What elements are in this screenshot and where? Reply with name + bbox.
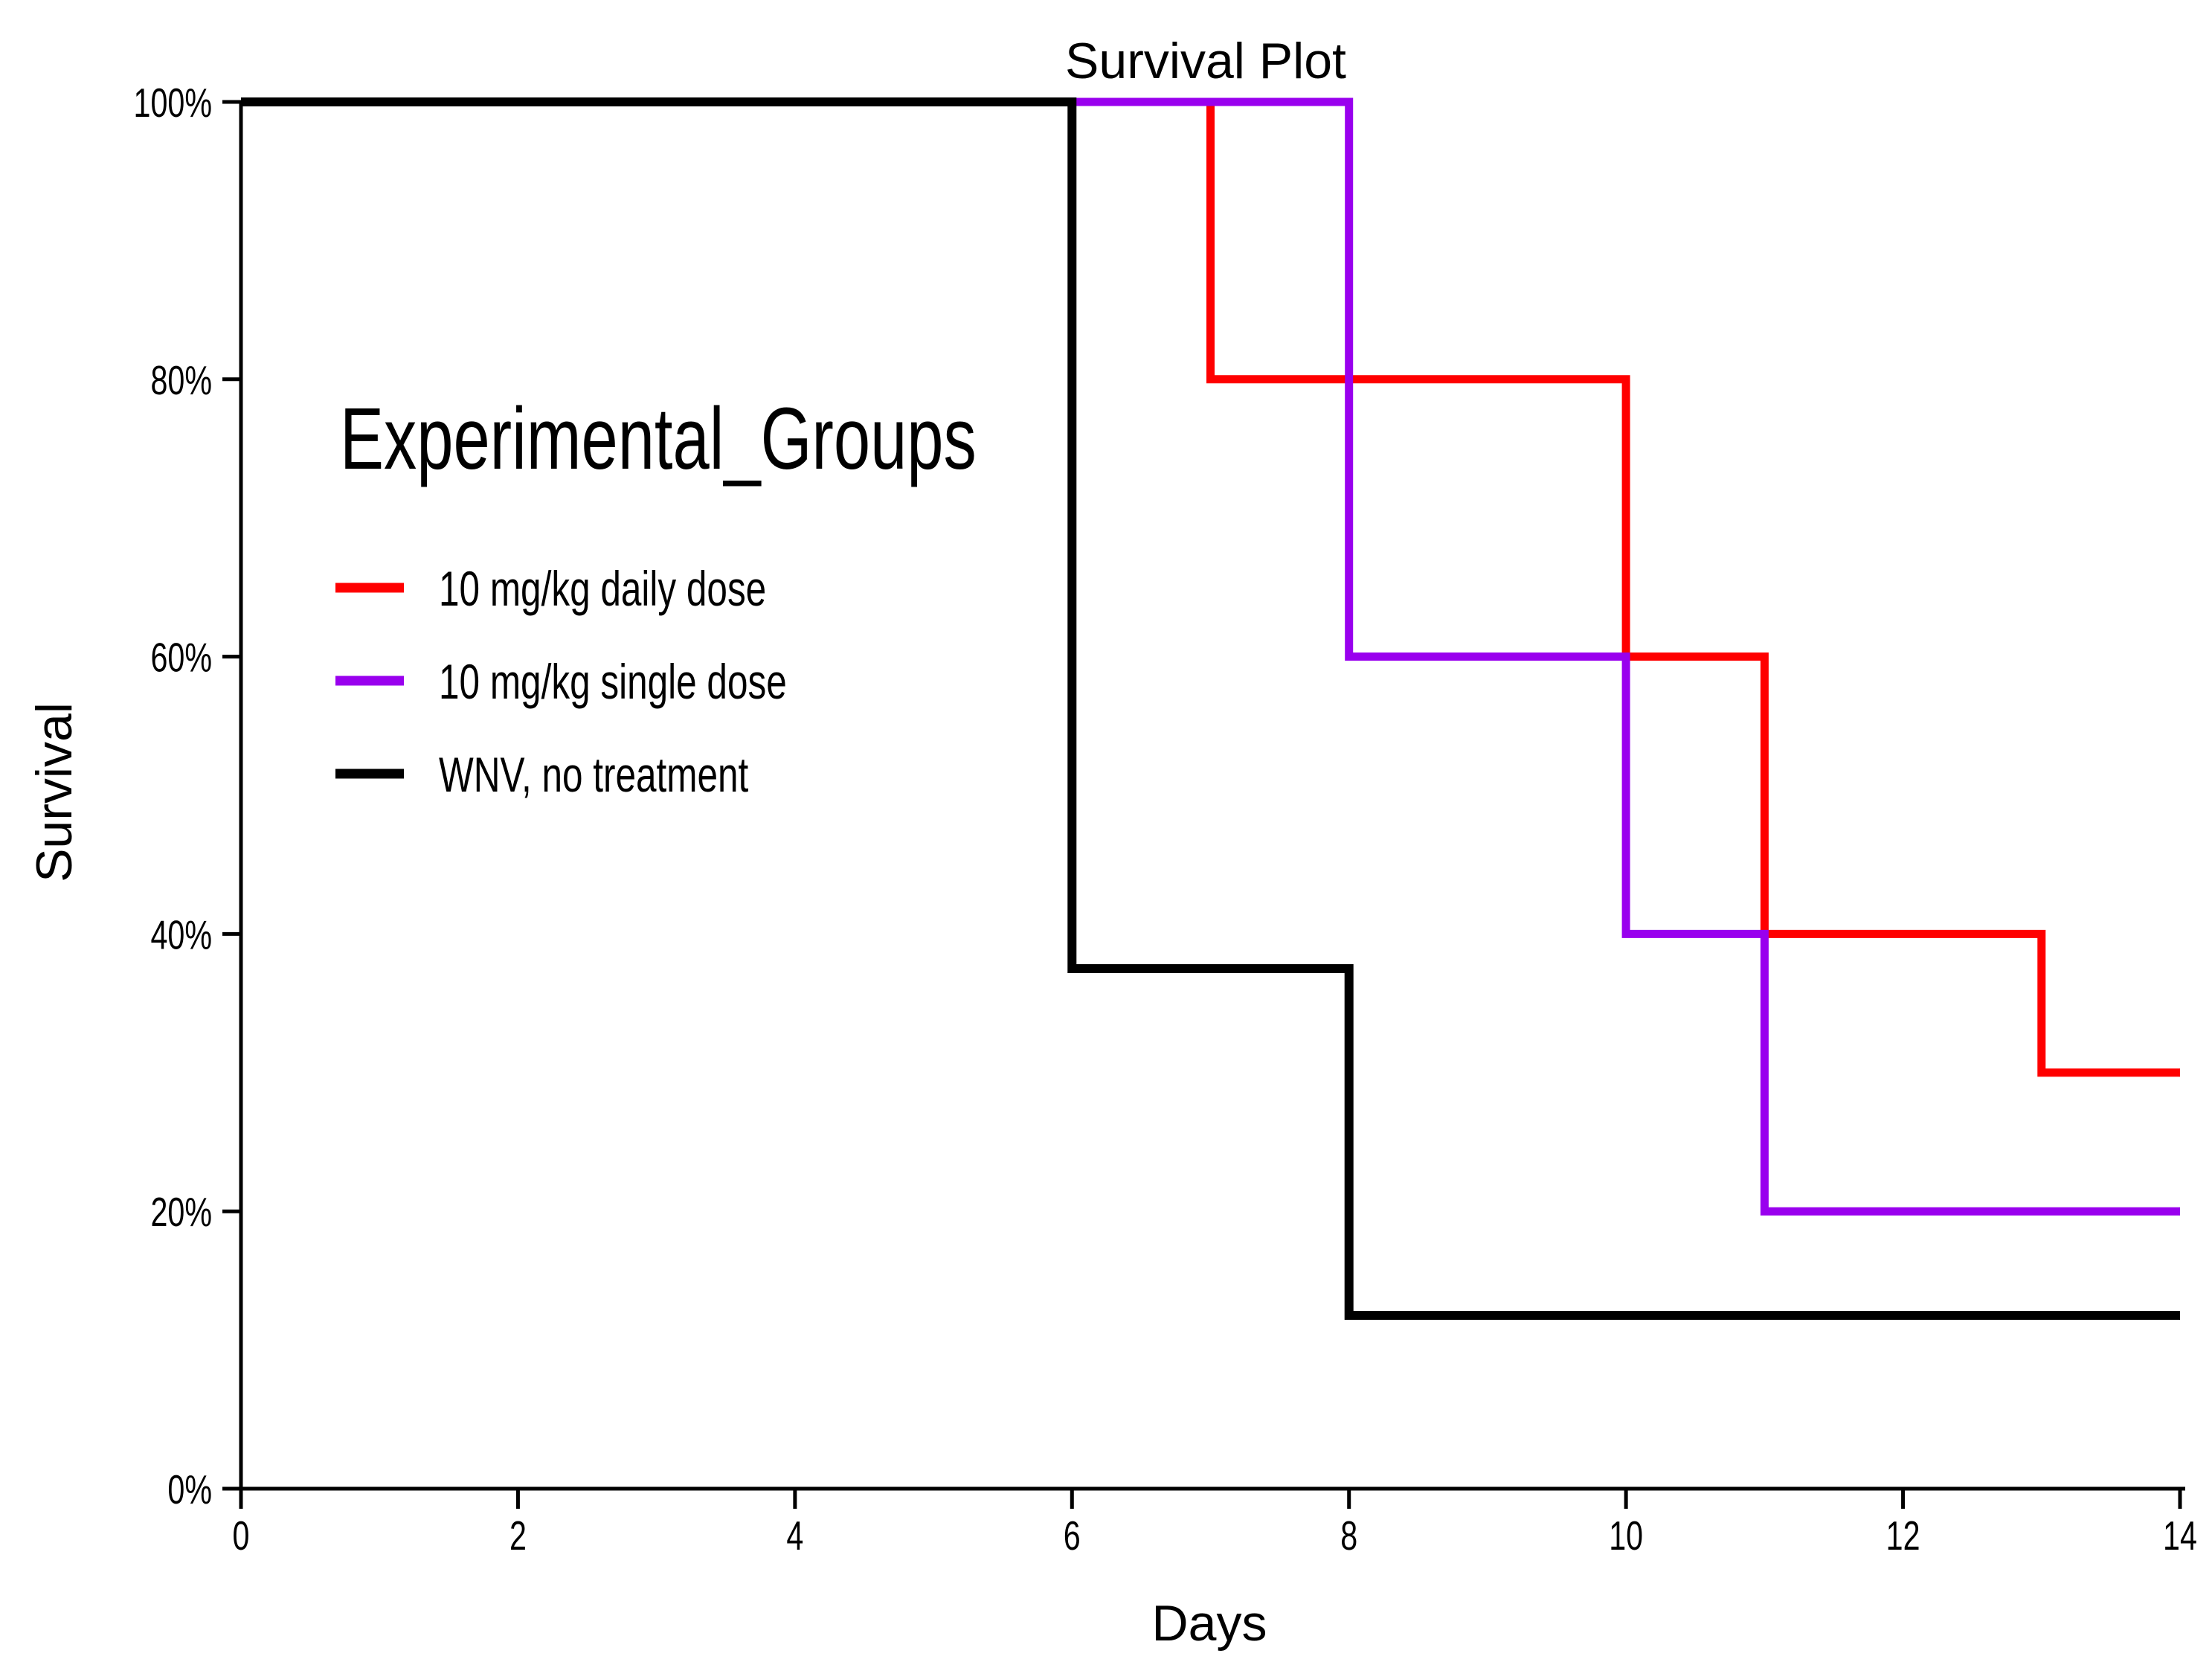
legend-label-single-dose: 10 mg/kg single dose <box>439 655 787 710</box>
legend-title: Experimental_Groups <box>340 391 977 488</box>
legend-swatch-daily-dose <box>335 583 404 593</box>
x-tick-label: 2 <box>509 1513 527 1559</box>
legend-label-untreated: WNV, no treatment <box>439 748 748 803</box>
y-tick-label: 0% <box>167 1467 212 1512</box>
x-axis-ticks <box>239 1489 2182 1509</box>
y-tick-label: 20% <box>150 1190 212 1236</box>
legend-label-daily-dose: 10 mg/kg daily dose <box>439 562 766 617</box>
legend-swatch-untreated <box>335 769 404 779</box>
x-tick-label: 12 <box>1886 1513 1920 1559</box>
x-axis-tick-labels: 0 2 4 6 8 10 12 14 <box>233 1513 2197 1559</box>
x-tick-label: 10 <box>1609 1513 1643 1559</box>
y-axis-title-group: Survival <box>26 702 83 882</box>
y-axis-ticks <box>222 100 241 1491</box>
x-tick-label: 4 <box>786 1513 803 1559</box>
chart-title: Survival Plot <box>1065 33 1346 89</box>
y-tick-label: 40% <box>150 913 212 958</box>
x-tick-label: 14 <box>2163 1513 2197 1559</box>
legend: Experimental_Groups 10 mg/kg daily dose … <box>335 391 977 803</box>
y-axis-tick-labels: 0% 20% 40% 60% 80% 100% <box>134 80 212 1512</box>
survival-curve-0 <box>241 97 2180 1077</box>
legend-item-single-dose: 10 mg/kg single dose <box>335 655 787 710</box>
y-tick-label: 80% <box>150 358 212 403</box>
y-axis-title: Survival <box>26 702 83 882</box>
survival-curve-2 <box>241 97 2180 1320</box>
x-axis-title: Days <box>1152 1595 1267 1652</box>
x-tick-label: 6 <box>1064 1513 1081 1559</box>
x-tick-label: 0 <box>233 1513 250 1559</box>
y-tick-label: 60% <box>150 635 212 681</box>
legend-swatch-single-dose <box>335 676 404 686</box>
y-tick-label: 100% <box>134 80 212 126</box>
legend-item-untreated: WNV, no treatment <box>335 748 748 803</box>
legend-item-daily-dose: 10 mg/kg daily dose <box>335 562 766 617</box>
survival-curves <box>241 97 2180 1320</box>
survival-curve-1 <box>241 97 2180 1216</box>
x-tick-label: 8 <box>1340 1513 1357 1559</box>
